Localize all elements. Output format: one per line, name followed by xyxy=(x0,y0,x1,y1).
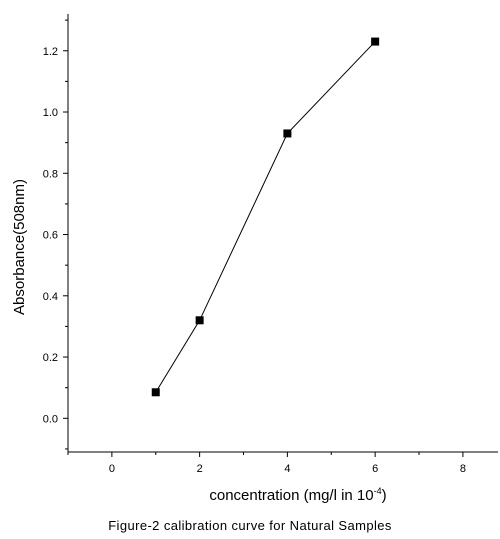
data-point-marker xyxy=(371,37,380,46)
y-tick-label: 0.6 xyxy=(43,230,58,242)
series-line xyxy=(155,41,376,393)
data-series xyxy=(151,37,380,397)
x-tick-label: 0 xyxy=(109,463,115,475)
y-tick-label: 0.2 xyxy=(43,352,58,364)
y-tick-label: 0.4 xyxy=(43,291,58,303)
y-tick-label: 1.0 xyxy=(43,107,58,119)
y-tick-label: 1.2 xyxy=(43,46,58,58)
x-axis-title: concentration (mg/l in 10-4) xyxy=(209,486,386,504)
data-point-marker xyxy=(195,316,204,325)
y-axis-ticks: 0.0 0.2 0.4 0.6 0.8 1.0 1.2 xyxy=(43,19,68,450)
x-tick-label: 2 xyxy=(197,463,203,475)
y-tick-label: 0.8 xyxy=(43,168,58,180)
figure-caption: Figure-2 calibration curve for Natural S… xyxy=(108,518,392,533)
data-point-marker xyxy=(151,388,160,397)
x-tick-label: 6 xyxy=(372,463,378,475)
x-axis-ticks: 0 2 4 6 8 xyxy=(67,452,466,475)
x-tick-label: 4 xyxy=(284,463,290,475)
x-axis-title-end: ) xyxy=(382,487,387,504)
x-axis-title-main: concentration (mg/l in 10 xyxy=(209,487,373,504)
data-point-marker xyxy=(283,129,292,138)
y-tick-label: 0.0 xyxy=(43,413,58,425)
y-axis-title: Absorbance(508nm) xyxy=(11,179,28,315)
x-axis-title-superscript: -4 xyxy=(374,486,382,496)
x-tick-label: 8 xyxy=(460,463,466,475)
